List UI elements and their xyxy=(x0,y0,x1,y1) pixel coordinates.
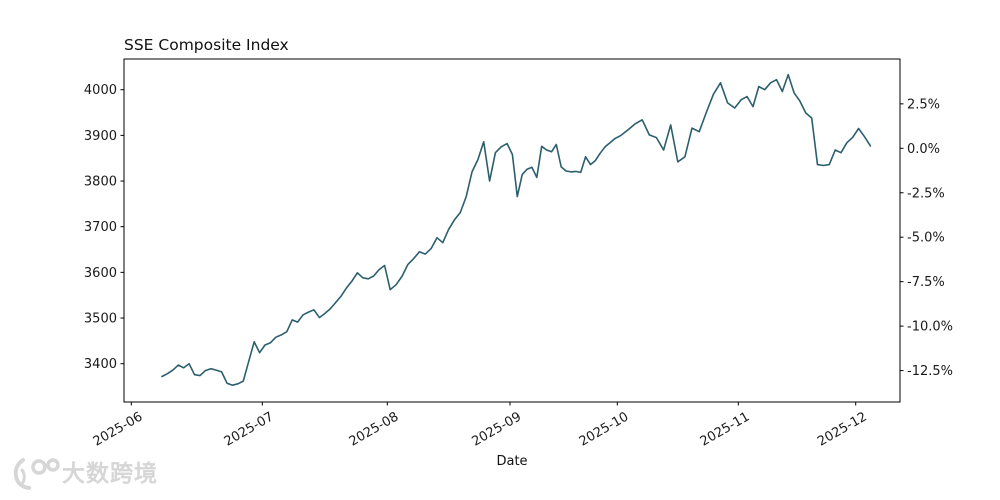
y2-tick-label: 0.0% xyxy=(907,142,940,157)
y-tick-label: 3400 xyxy=(84,357,117,372)
y-tick-label: 4000 xyxy=(84,83,117,98)
plot-border xyxy=(123,58,901,403)
bird-100-logo-icon xyxy=(13,458,60,490)
y2-tick-label: -7.5% xyxy=(907,275,945,290)
y2-tick-label: -5.0% xyxy=(907,231,945,246)
y2-tick-label: -10.0% xyxy=(907,320,953,335)
x-tick-label: 2025-07 xyxy=(222,409,277,449)
x-tick-label: 2025-09 xyxy=(469,409,524,449)
y-tick-label: 3800 xyxy=(84,175,117,190)
x-tick-label: 2025-10 xyxy=(577,409,632,449)
watermark-text: 大数跨境 xyxy=(62,461,158,487)
y-tick-label: 3500 xyxy=(84,312,117,327)
y-tick-label: 3700 xyxy=(84,220,117,235)
watermark: 大数跨境 xyxy=(10,456,158,492)
x-tick-label: 2025-08 xyxy=(347,409,402,449)
y-tick-label: 3900 xyxy=(84,129,117,144)
y-tick-label: 3600 xyxy=(84,266,117,281)
y2-tick-label: -2.5% xyxy=(907,186,945,201)
x-tick-label: 2025-12 xyxy=(815,409,870,449)
price-line xyxy=(161,73,872,387)
x-axis-label: Date xyxy=(496,454,528,469)
chart-title: SSE Composite Index xyxy=(124,36,289,54)
y2-tick-label: -12.5% xyxy=(907,364,953,379)
y2-tick-label: 2.5% xyxy=(907,97,940,112)
x-tick-label: 2025-11 xyxy=(698,409,753,449)
x-tick-label: 2025-06 xyxy=(91,409,146,449)
